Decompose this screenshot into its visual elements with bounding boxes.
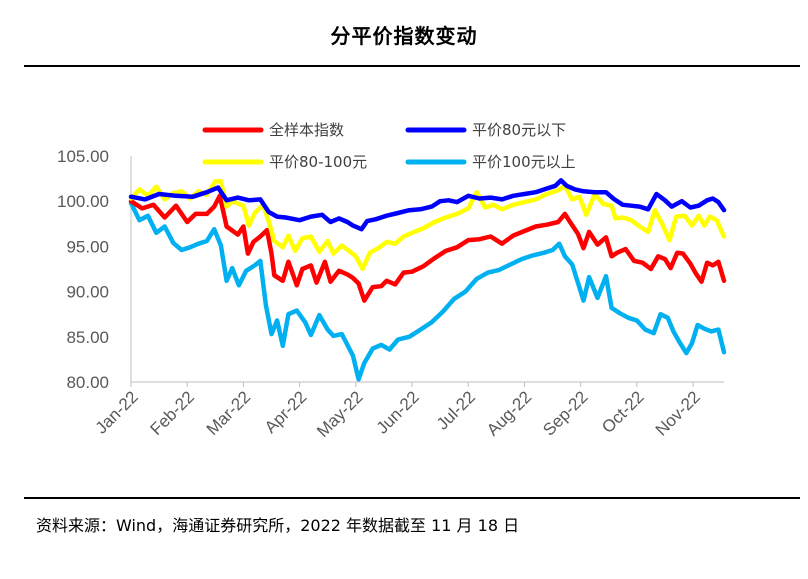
- x-tick-label: Apr-22: [261, 387, 311, 437]
- page-title: 分平价指数变动: [330, 24, 478, 48]
- series-line-2: [128, 179, 727, 272]
- series-line-1: [128, 178, 727, 232]
- x-tick-label: Aug-22: [483, 387, 535, 439]
- legend-label-2: 平价80-100元: [269, 153, 367, 171]
- header-rule: [24, 65, 800, 67]
- legend-label-1: 平价80元以下: [472, 121, 566, 139]
- x-axis: Jan-22 Feb-22 Mar-22 Apr-22 May-22 Jun-22 Jul-…: [92, 381, 724, 441]
- legend-label-3: 平价100元以上: [472, 153, 576, 171]
- x-tick-label: Jan-22: [92, 387, 142, 437]
- footer-rule: [24, 497, 800, 499]
- x-tick-label: Feb-22: [147, 387, 199, 439]
- series-line-0: [128, 193, 727, 303]
- x-tick-label: Nov-22: [652, 387, 704, 439]
- y-axis: 80.00 85.00 90.00 95.00 100.00 105.00: [57, 147, 132, 392]
- y-tick-label: 90.00: [66, 283, 109, 302]
- y-tick-label: 100.00: [57, 192, 109, 211]
- source-note: 资料来源：Wind，海通证券研究所，2022 年数据截至 11 月 18 日: [36, 516, 520, 535]
- legend-label-0: 全样本指数: [269, 121, 344, 139]
- x-tick-label: Jul-22: [433, 387, 479, 433]
- series-lines: [128, 178, 727, 382]
- x-tick-label: May-22: [313, 387, 367, 441]
- y-tick-label: 105.00: [57, 147, 109, 166]
- x-tick-label: Mar-22: [203, 387, 255, 439]
- y-tick-label: 95.00: [66, 237, 109, 256]
- y-tick-label: 85.00: [66, 328, 109, 347]
- y-tick-label: 80.00: [66, 373, 109, 392]
- series-line-3: [128, 200, 727, 382]
- x-tick-label: Sep-22: [539, 387, 591, 439]
- x-tick-label: Jun-22: [373, 387, 423, 437]
- x-tick-label: Oct-22: [598, 387, 648, 437]
